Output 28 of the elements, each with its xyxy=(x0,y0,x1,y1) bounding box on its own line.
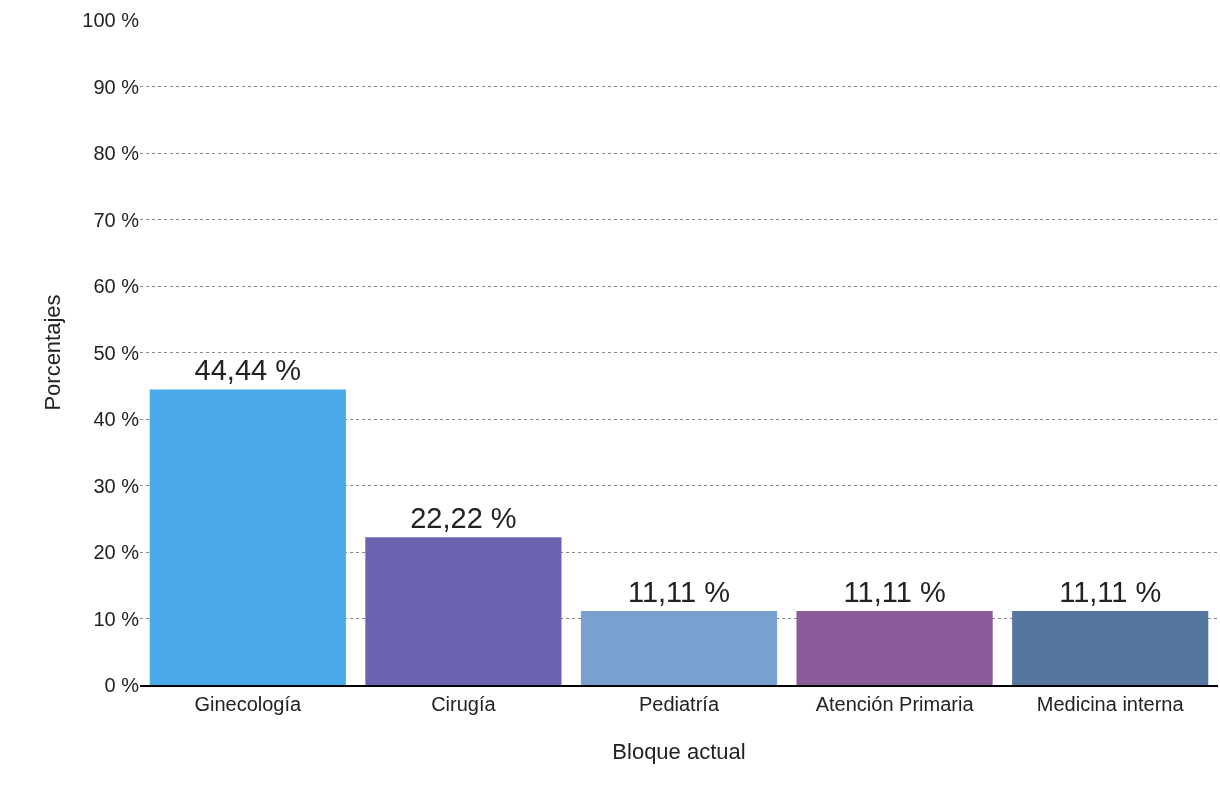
y-tick-label: 50 % xyxy=(93,341,140,364)
y-tick-label: 90 % xyxy=(93,75,140,98)
x-tick-label: Cirugía xyxy=(431,692,497,715)
y-tick-label: 60 % xyxy=(93,275,140,297)
data-label: 11,11 % xyxy=(627,576,731,609)
data-label: 22,22 % xyxy=(410,502,517,535)
y-tick-label: 40 % xyxy=(93,408,140,430)
x-tick-label: Medicina interna xyxy=(1036,692,1185,715)
bar xyxy=(580,611,778,685)
y-tick-label: 20 % xyxy=(93,541,140,563)
bar xyxy=(1012,611,1209,685)
bar xyxy=(149,389,346,685)
data-label: 44,44 % xyxy=(194,354,302,387)
x-tick-label: Ginecología xyxy=(194,692,303,715)
x-tick-label: Atención Primaria xyxy=(815,692,975,715)
y-tick-label: 30 % xyxy=(93,474,140,497)
bar xyxy=(365,537,562,685)
data-label: 11,11 % xyxy=(843,576,946,609)
y-tick-label: 0 % xyxy=(104,674,140,696)
y-tick-label: 80 % xyxy=(93,142,140,164)
x-axis-title: Bloque actual xyxy=(612,739,746,765)
y-tick-label: 10 % xyxy=(93,607,140,630)
data-label: 11,11 % xyxy=(1059,576,1162,609)
x-tick-label: Pediatría xyxy=(638,692,720,715)
y-axis-title: Porcentajes xyxy=(40,294,66,411)
bar xyxy=(796,611,993,685)
y-tick-label: 100 % xyxy=(82,9,140,31)
y-tick-label: 70 % xyxy=(93,208,140,231)
